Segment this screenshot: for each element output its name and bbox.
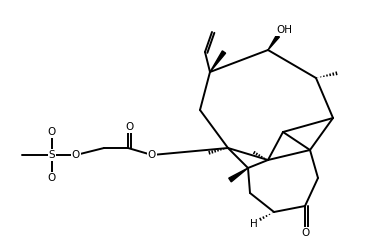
Text: H: H [250,219,258,229]
Text: O: O [48,127,56,137]
Text: OH: OH [276,25,292,35]
Polygon shape [210,51,226,72]
Text: O: O [48,173,56,183]
Text: O: O [125,122,133,132]
Polygon shape [268,35,279,50]
Polygon shape [229,168,248,182]
Text: O: O [148,150,156,160]
Text: O: O [72,150,80,160]
Text: S: S [49,150,55,160]
Text: O: O [302,228,310,238]
